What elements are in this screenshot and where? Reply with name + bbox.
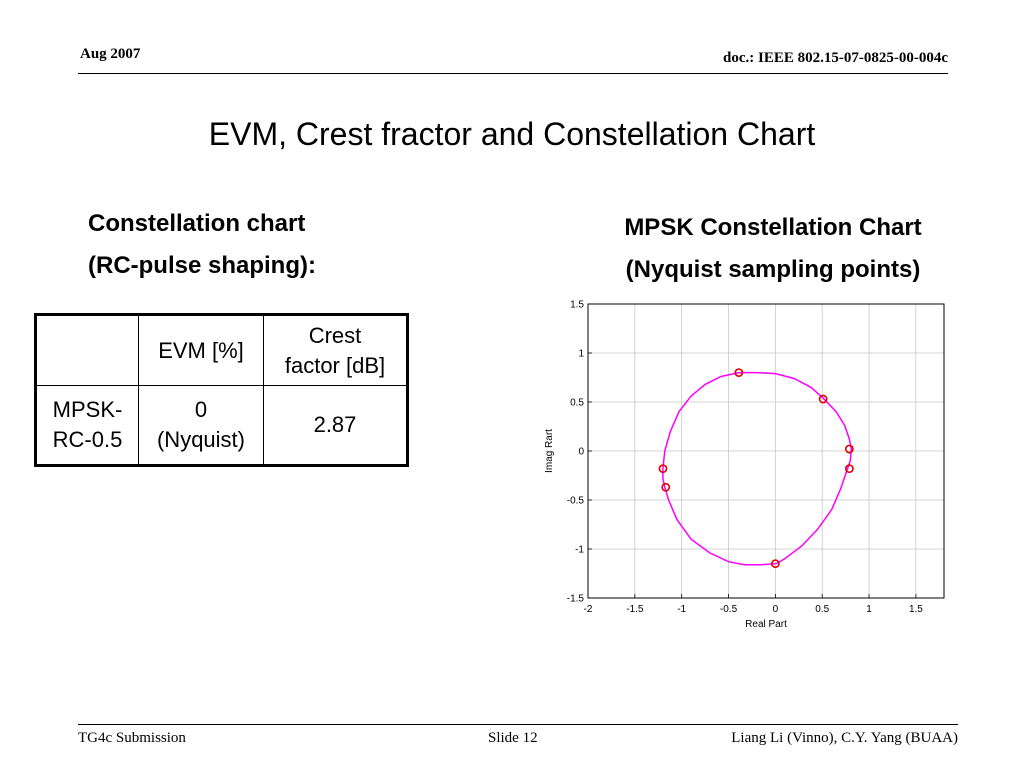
y-tick-label: -1.5 xyxy=(567,594,585,605)
x-tick-label: 0.5 xyxy=(815,604,829,615)
constellation-point xyxy=(818,394,828,404)
header-cell-crest: Crest factor [dB] xyxy=(263,314,408,386)
table-heading: Constellation chart (RC-pulse shaping): xyxy=(88,203,316,287)
chart-heading: MPSK Constellation Chart (Nyquist sampli… xyxy=(578,207,968,291)
x-tick-label: -1.5 xyxy=(626,604,644,615)
plot-frame xyxy=(587,303,945,599)
cell-crest: 2.87 xyxy=(263,385,408,466)
cell-modulation-line2: RC-0.5 xyxy=(52,427,123,452)
header-crest-line2: factor [dB] xyxy=(284,352,386,378)
y-tick-label: 1.5 xyxy=(570,300,584,311)
footer-left: TG4c Submission xyxy=(78,730,186,746)
table-heading-line2: (RC-pulse shaping): xyxy=(88,252,316,279)
y-tick-label: 1 xyxy=(578,349,584,360)
y-tick-label: -0.5 xyxy=(567,496,585,507)
constellation-point xyxy=(658,464,668,474)
header-doc-id: doc.: IEEE 802.15-07-0825-00-004c xyxy=(723,50,948,66)
x-tick-label: -1 xyxy=(677,604,686,615)
x-tick-label: 0 xyxy=(773,604,779,615)
header-cell-empty xyxy=(35,314,139,386)
slide-title: EVM, Crest fractor and Constellation Cha… xyxy=(208,116,816,152)
y-tick-label: -1 xyxy=(575,545,584,556)
constellation-point xyxy=(661,482,671,492)
x-tick-label: -0.5 xyxy=(720,604,738,615)
constellation-point xyxy=(770,559,780,569)
constellation-point xyxy=(844,444,854,454)
header-crest-line1: Crest xyxy=(308,322,362,348)
cell-evm: 0 (Nyquist) xyxy=(138,385,264,466)
y-axis-label: Imag Rart xyxy=(544,429,555,473)
table-header-row: EVM [%] Crest factor [dB] xyxy=(35,314,408,386)
constellation-point xyxy=(734,368,744,377)
footer-divider xyxy=(78,724,958,725)
header-cell-evm: EVM [%] xyxy=(138,314,264,386)
constellation-point xyxy=(844,464,854,474)
chart-heading-line2: (Nyquist sampling points) xyxy=(625,256,921,283)
cell-modulation: MPSK- RC-0.5 xyxy=(35,385,139,466)
x-tick-label: 1 xyxy=(866,604,872,615)
cell-evm-line1: 0 xyxy=(194,397,208,422)
evm-table: EVM [%] Crest factor [dB] MPSK- RC-0.5 0… xyxy=(34,313,409,467)
x-tick-label: -2 xyxy=(584,604,593,615)
trajectory-line xyxy=(662,371,853,566)
table-row: MPSK- RC-0.5 0 (Nyquist) 2.87 xyxy=(35,385,408,466)
table-heading-line1: Constellation chart xyxy=(88,210,306,237)
footer-slide-number: Slide 12 xyxy=(488,730,538,746)
header-divider xyxy=(78,73,948,74)
x-axis-label: Real Part xyxy=(745,619,787,630)
chart-heading-line1: MPSK Constellation Chart xyxy=(624,214,922,241)
constellation-chart: -2 -1.5 -1 -0.5 0 0.5 1 1.51.510.50-0.5-1-1.5Re… xyxy=(544,300,945,630)
y-tick-label: 0.5 xyxy=(570,398,584,409)
header-date: Aug 2007 xyxy=(80,46,141,62)
cell-evm-line2: (Nyquist) xyxy=(156,427,245,452)
y-tick-label: 0 xyxy=(578,447,584,458)
cell-modulation-line1: MPSK- xyxy=(52,397,123,422)
footer-authors: Liang Li (Vinno), C.Y. Yang (BUAA) xyxy=(731,730,958,746)
x-tick-label: 1.5 xyxy=(909,604,923,615)
